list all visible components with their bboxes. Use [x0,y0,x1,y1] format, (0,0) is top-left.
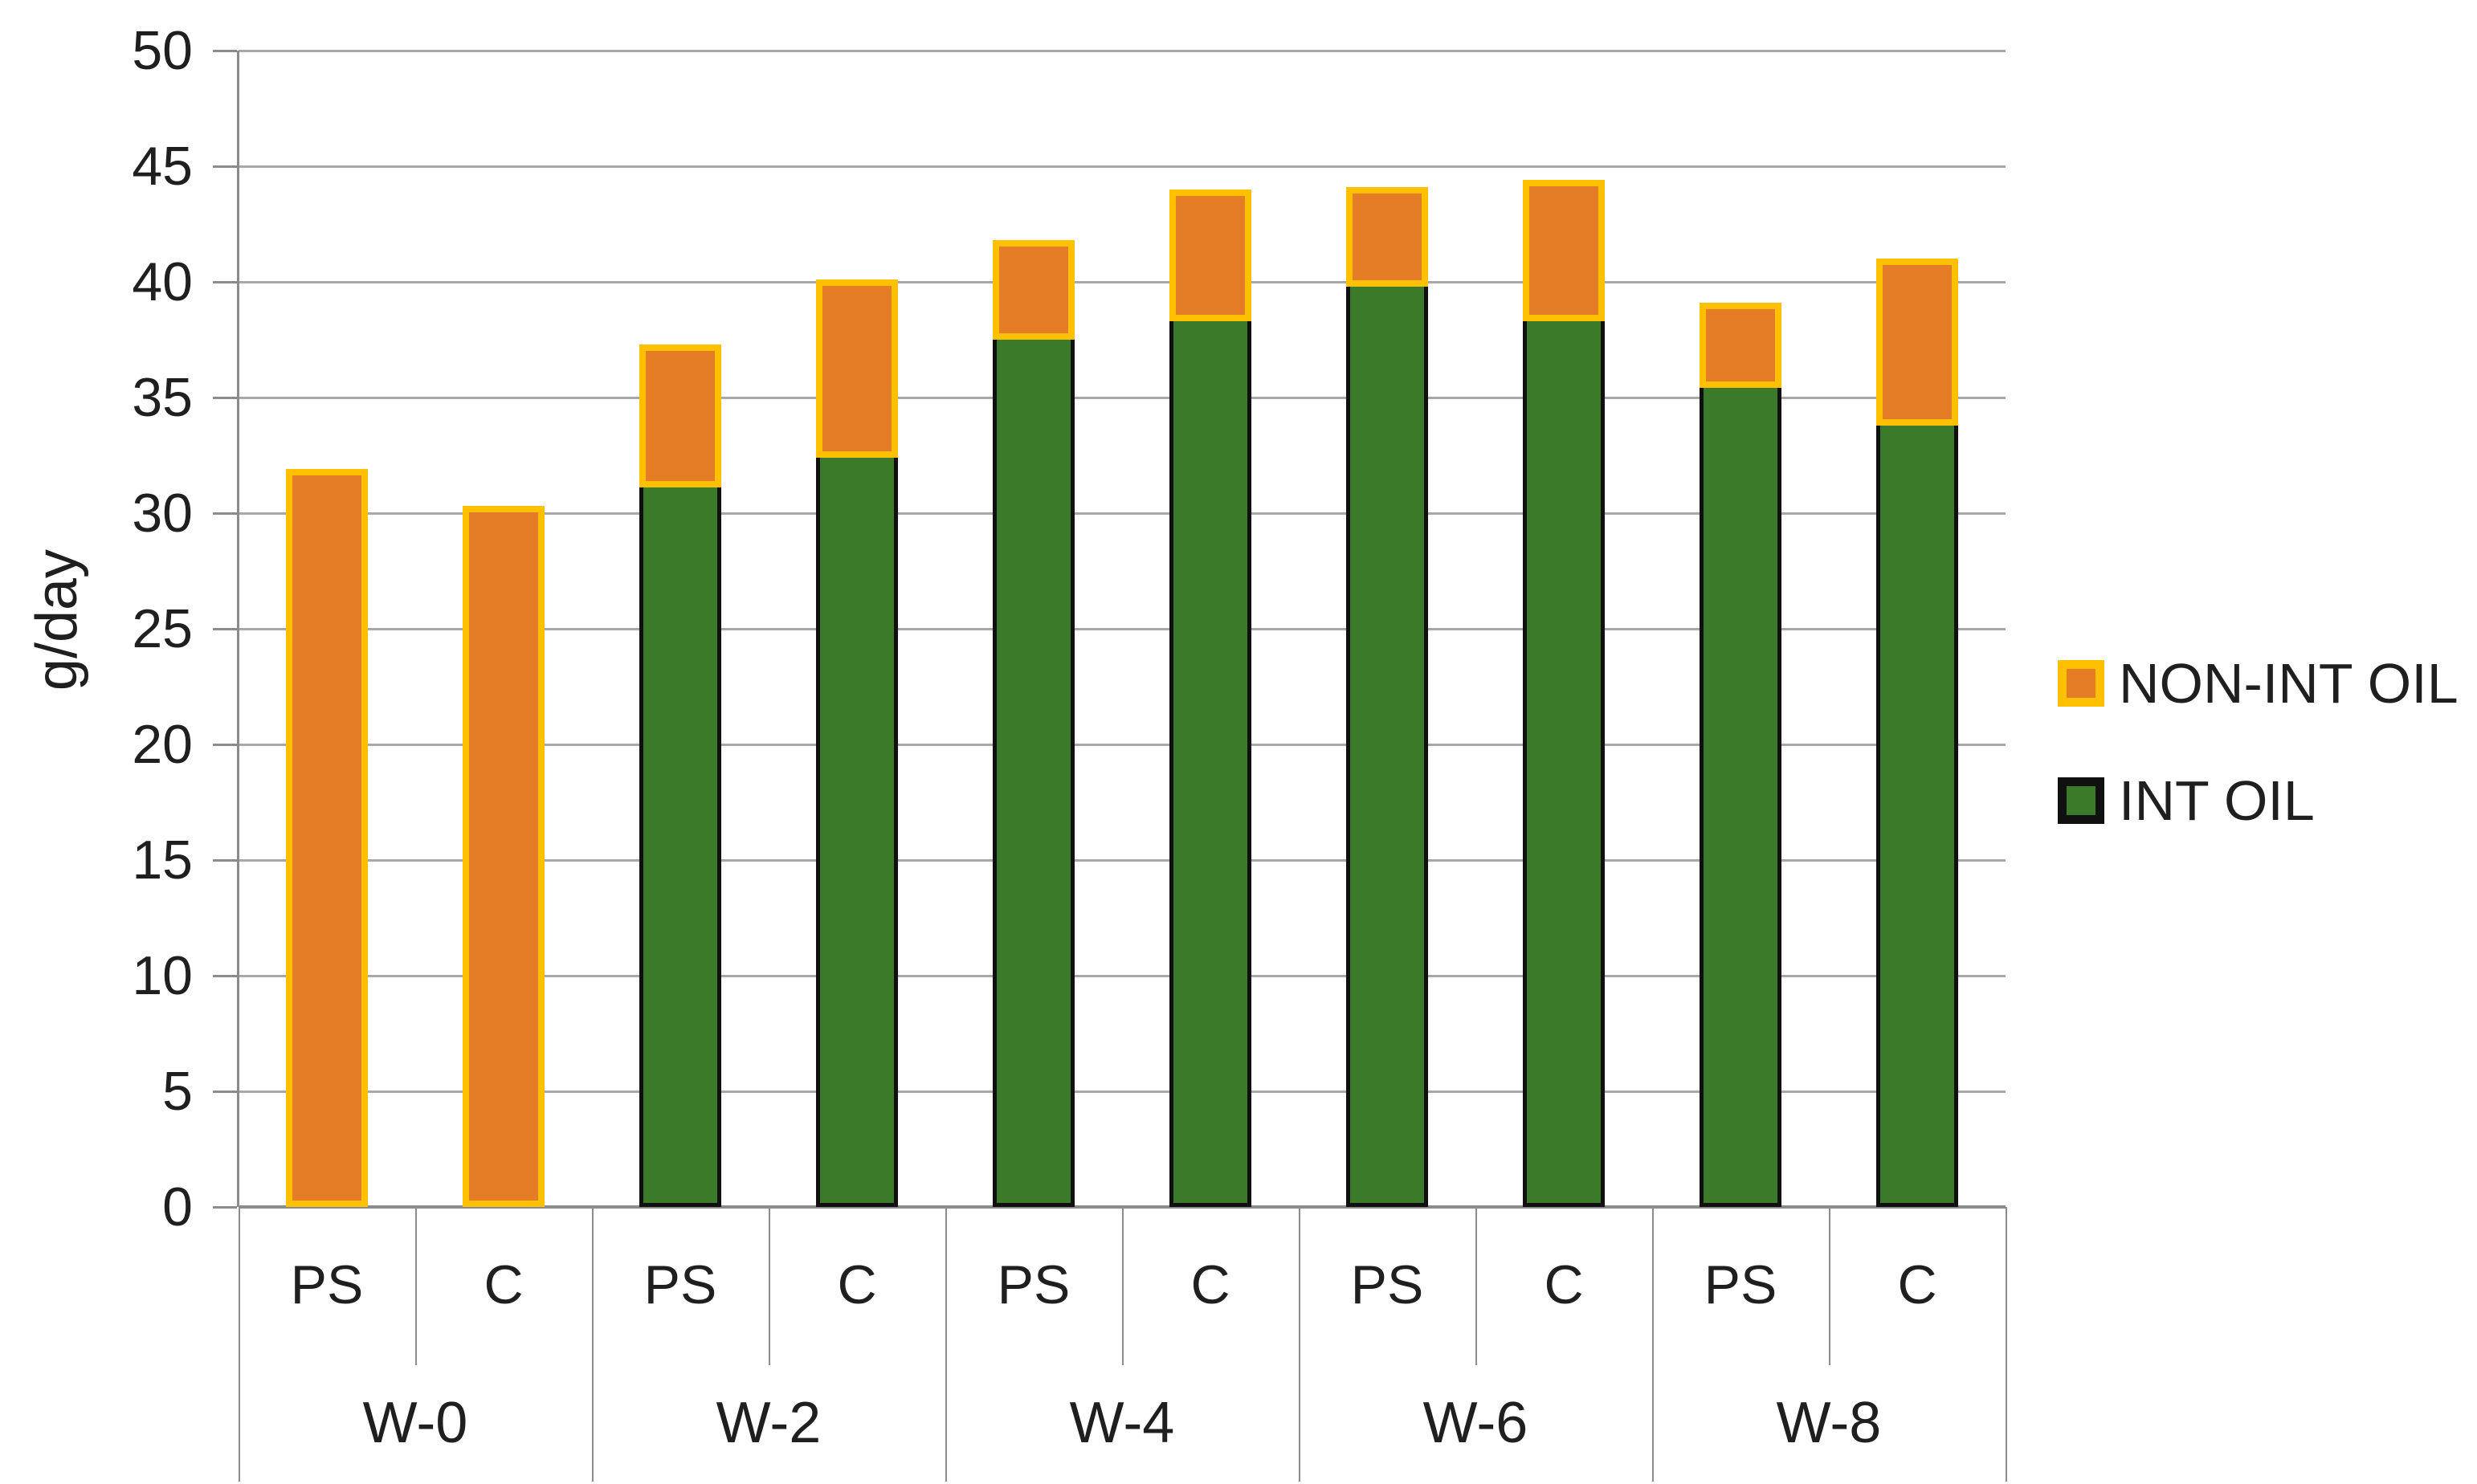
bar-segment-int-oil [1169,320,1251,1207]
category-label: C [484,1254,524,1315]
bar-segment-int-oil [993,340,1075,1207]
legend-swatch-non-int-oil [2058,660,2104,707]
bar-segment-non-int-oil [463,506,545,1207]
gridline [239,975,2006,977]
gridline [239,512,2006,515]
y-tick [213,281,237,283]
gridline [239,859,2006,862]
bar-segment-non-int-oil [993,240,1075,340]
legend-entry: NON-INT OIL [2058,655,2459,711]
y-tick-label: 20 [132,714,193,775]
gridline [239,165,2006,168]
bar-segment-int-oil [639,487,721,1207]
gridline [239,281,2006,283]
category-separator [1829,1207,1830,1365]
y-tick-label: 40 [132,251,193,312]
y-tick [213,744,237,746]
bar-segment-int-oil [816,457,898,1207]
category-label: PS [290,1254,364,1315]
y-tick [213,1091,237,1093]
gridline [239,744,2006,746]
legend-entry: INT OIL [2058,773,2315,829]
category-label: PS [643,1254,717,1315]
bar-segment-int-oil [1876,425,1958,1207]
group-separator [2006,1207,2007,1482]
bar-segment-non-int-oil [1523,180,1605,321]
y-tick [213,975,237,977]
group-label: W-2 [716,1391,822,1455]
gridline [239,50,2006,52]
group-separator [592,1207,594,1482]
category-label: PS [1350,1254,1424,1315]
gridline [239,1091,2006,1093]
y-tick [213,1206,237,1209]
category-label: C [1897,1254,1937,1315]
bar-segment-non-int-oil [1876,259,1958,426]
y-tick [213,50,237,52]
group-separator [239,1207,240,1482]
category-label: C [1544,1254,1584,1315]
y-tick-label: 10 [132,945,193,1006]
gridline [239,628,2006,630]
group-label: W-0 [362,1391,468,1455]
y-tick-label: 0 [162,1176,193,1237]
y-tick [213,397,237,399]
legend-label: INT OIL [2119,769,2315,832]
bar-segment-non-int-oil [639,344,721,488]
y-tick-label: 25 [132,598,193,659]
y-tick-label: 45 [132,136,193,197]
y-tick-label: 15 [132,830,193,891]
bar-segment-int-oil [1523,320,1605,1207]
bar-segment-non-int-oil [816,279,898,458]
y-tick-label: 5 [162,1061,193,1122]
category-separator [769,1207,770,1365]
bar-segment-non-int-oil [1169,189,1251,321]
gridline [239,397,2006,399]
y-axis-line [237,51,239,1207]
y-tick-label: 50 [132,20,193,81]
y-tick [213,859,237,862]
bar-segment-non-int-oil [1700,302,1781,389]
category-separator [415,1207,417,1365]
category-label: PS [1704,1254,1777,1315]
y-tick-label: 30 [132,483,193,544]
category-separator [1122,1207,1124,1365]
y-tick [213,512,237,515]
group-separator [1299,1207,1300,1482]
group-label: W-8 [1776,1391,1882,1455]
group-label: W-6 [1422,1391,1528,1455]
legend-swatch-int-oil [2058,777,2104,824]
y-tick [213,628,237,630]
category-label: C [837,1254,877,1315]
y-tick [213,165,237,168]
bar-segment-non-int-oil [286,469,368,1207]
category-label: C [1190,1254,1230,1315]
bar-segment-int-oil [1700,388,1781,1207]
legend-label: NON-INT OIL [2119,652,2459,715]
bar-segment-int-oil [1346,286,1428,1207]
group-label: W-4 [1069,1391,1175,1455]
category-separator [1475,1207,1477,1365]
category-label: PS [997,1254,1071,1315]
group-separator [1652,1207,1654,1482]
bar-segment-non-int-oil [1346,186,1428,287]
y-tick-label: 35 [132,367,193,428]
group-separator [945,1207,947,1482]
